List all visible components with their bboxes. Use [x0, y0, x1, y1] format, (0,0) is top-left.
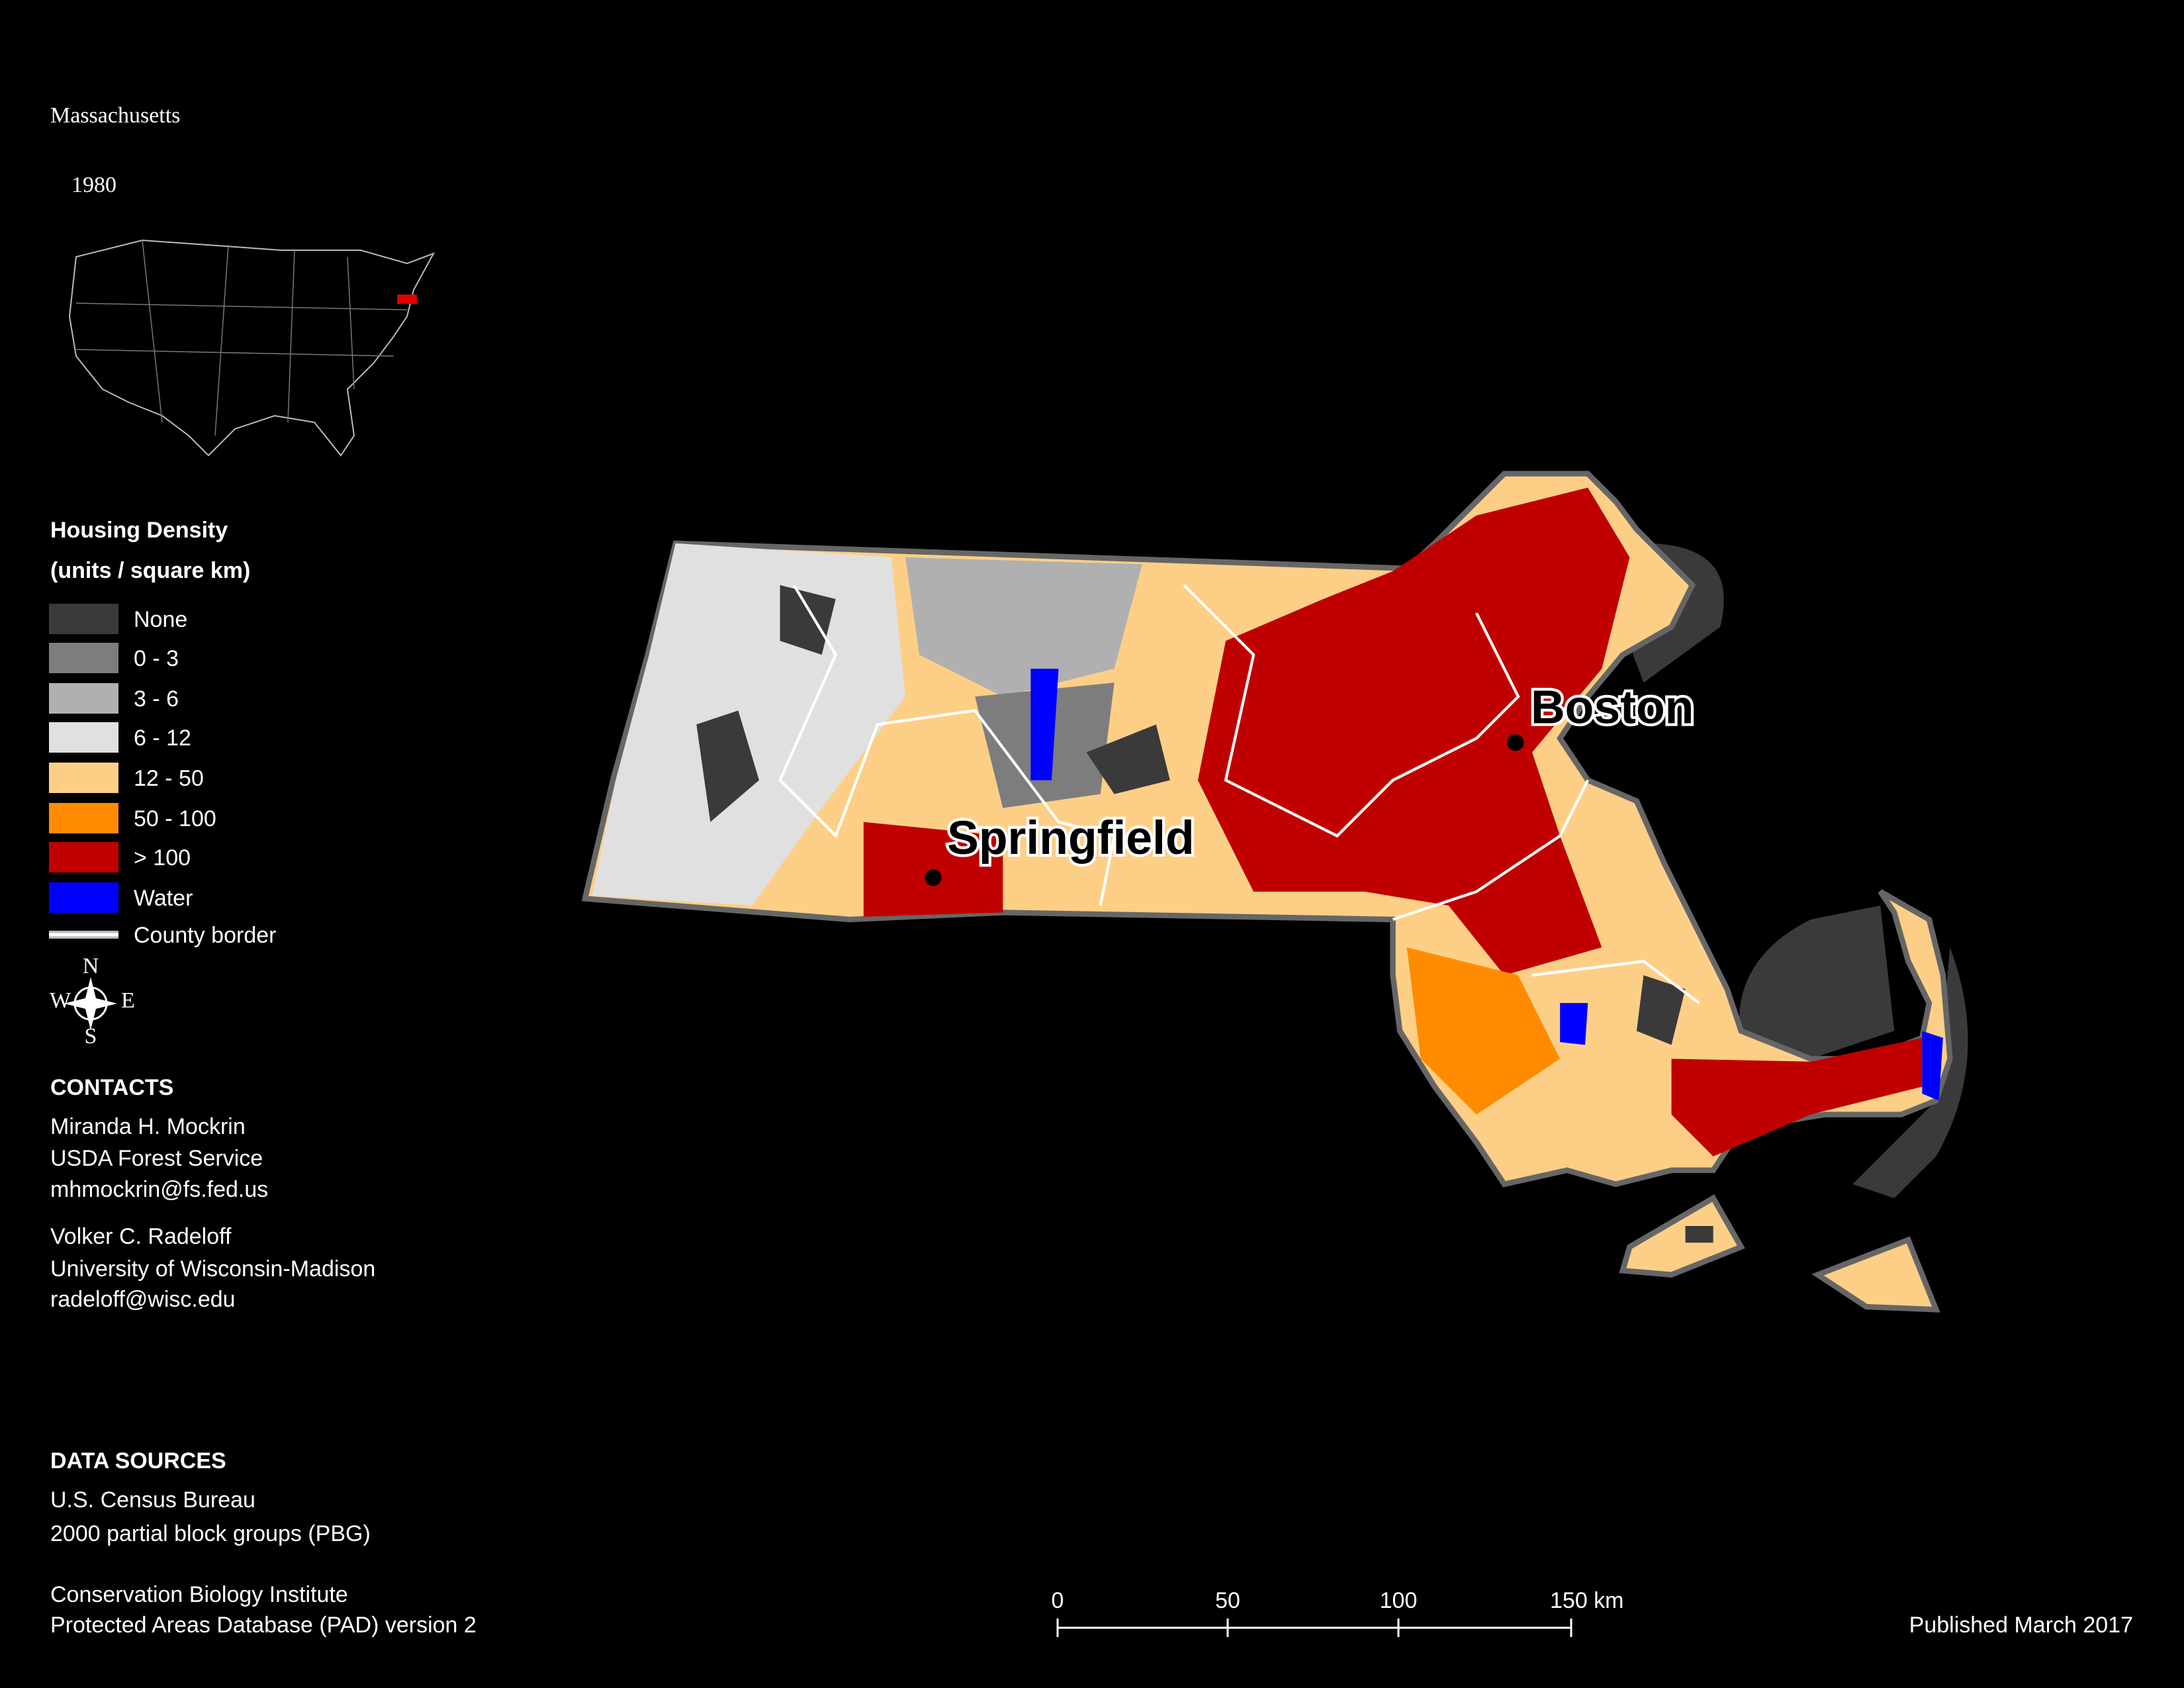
- contact-line: mhmockrin@fs.fed.us: [50, 1177, 268, 1202]
- source-line: Protected Areas Database (PAD) version 2: [50, 1613, 477, 1638]
- legend-swatch: [49, 763, 118, 793]
- city-dot: [1507, 734, 1524, 751]
- contacts-title: CONTACTS: [50, 1075, 173, 1100]
- us-outline: [68, 239, 435, 457]
- city-dot: [925, 869, 942, 886]
- compass: N S E W: [50, 954, 135, 1049]
- legend-swatch: [49, 842, 118, 872]
- scale-ticks: 0 50 100 150 km: [1052, 1588, 1624, 1637]
- contact-line: radeloff@wisc.edu: [50, 1287, 236, 1312]
- inset-map: [68, 239, 435, 457]
- legend-label: County border: [134, 923, 276, 948]
- state-lines: [75, 240, 408, 436]
- legend-swatch: [49, 803, 118, 833]
- legend-label: 12 - 50: [134, 766, 204, 791]
- legend-swatch: [49, 643, 118, 673]
- compass-label: N: [83, 954, 99, 978]
- source-line: Conservation Biology Institute: [50, 1582, 348, 1607]
- legend-swatch: [49, 722, 118, 753]
- legend-swatch: [49, 604, 118, 634]
- contact-line: University of Wisconsin-Madison: [50, 1256, 375, 1282]
- published: Published March 2017: [1909, 1613, 2133, 1638]
- legend-swatch: [49, 882, 118, 913]
- contact-line: USDA Forest Service: [50, 1146, 263, 1171]
- legend-title: Housing Density: [50, 518, 228, 543]
- legend-label: Water: [134, 886, 193, 911]
- compass-label: E: [121, 988, 135, 1013]
- contact-line: Miranda H. Mockrin: [50, 1114, 246, 1139]
- title: Massachusetts: [50, 103, 180, 128]
- legend-swatch: [49, 683, 118, 714]
- compass-label: S: [85, 1024, 97, 1049]
- bay: [1574, 543, 1968, 1198]
- region: [1406, 947, 1561, 1115]
- inset-highlight: [397, 295, 417, 304]
- legend-label: > 100: [134, 845, 191, 870]
- scale-label: 50: [1215, 1588, 1240, 1613]
- scale-label: 100: [1380, 1588, 1418, 1613]
- legend-label: 0 - 3: [134, 646, 179, 671]
- legend-label: 6 - 12: [134, 726, 191, 751]
- state-map: Boston Springfield: [581, 471, 1968, 1313]
- source-line: 2000 partial block groups (PBG): [50, 1521, 371, 1546]
- region: [1671, 1037, 1923, 1156]
- legend-subtitle: (units / square km): [50, 558, 250, 583]
- county-borders: [778, 584, 1700, 1004]
- city-label: Boston: [1531, 680, 1694, 733]
- city-label: Springfield: [947, 812, 1195, 865]
- source-line: U.S. Census Bureau: [50, 1487, 255, 1513]
- subtitle: 1980: [71, 173, 116, 197]
- compass-label: W: [50, 988, 71, 1013]
- sources-title: DATA SOURCES: [50, 1448, 226, 1474]
- contact-line: Volker C. Radeloff: [50, 1224, 232, 1249]
- scale-label: 150 km: [1550, 1588, 1624, 1613]
- legend-label: 50 - 100: [134, 806, 216, 831]
- island: [1811, 1236, 1940, 1313]
- region: [696, 585, 1686, 1045]
- region: [1685, 1226, 1713, 1243]
- region: [1197, 487, 1630, 976]
- island: [1619, 1194, 1745, 1278]
- legend-label: 3 - 6: [134, 686, 179, 712]
- scale-label: 0: [1052, 1588, 1064, 1613]
- region: [592, 543, 905, 906]
- region: [905, 557, 1142, 697]
- legend-label: None: [134, 607, 187, 632]
- text-blocks: Miranda H. Mockrin USDA Forest Service mhm…: [50, 1114, 477, 1638]
- legend: None 0 - 3 3 - 6 6 - 12 12 - 50 50 - 100 > 100…: [49, 604, 216, 913]
